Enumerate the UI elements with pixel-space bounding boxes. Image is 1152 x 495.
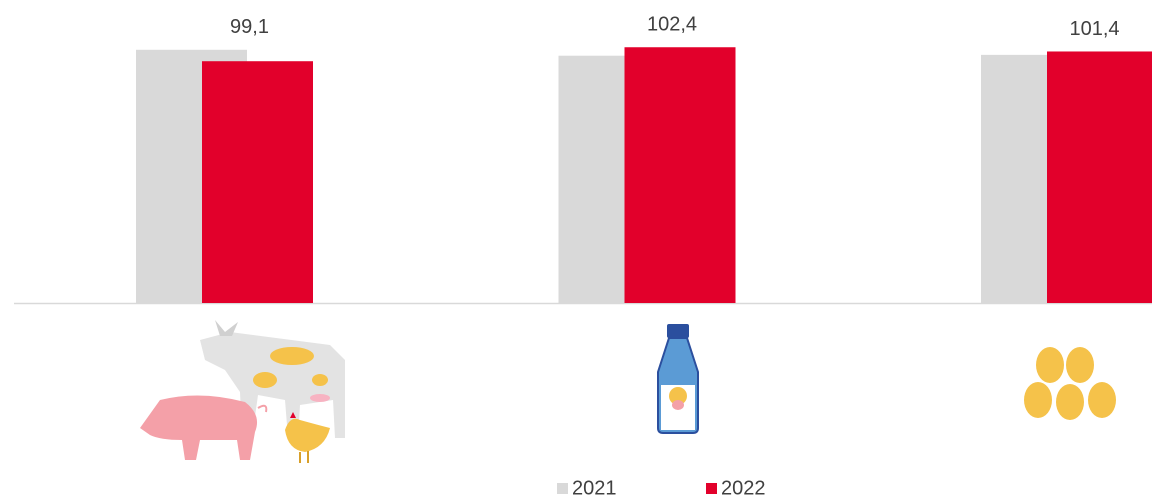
value-label: 101,4: [1069, 18, 1119, 40]
bar: [624, 47, 736, 304]
milk-icon: [657, 324, 699, 434]
eggs-icon: [1024, 347, 1116, 420]
value-label: 99,1: [230, 16, 269, 38]
value-label: 102,4: [647, 14, 697, 36]
bar: [202, 61, 313, 303]
legend-label: 2021: [572, 477, 617, 495]
legend-swatch: [557, 483, 568, 494]
legend-swatch: [706, 483, 717, 494]
livestock-icon: [140, 320, 345, 463]
legend-label: 2022: [721, 477, 766, 495]
bar: [1047, 51, 1152, 304]
